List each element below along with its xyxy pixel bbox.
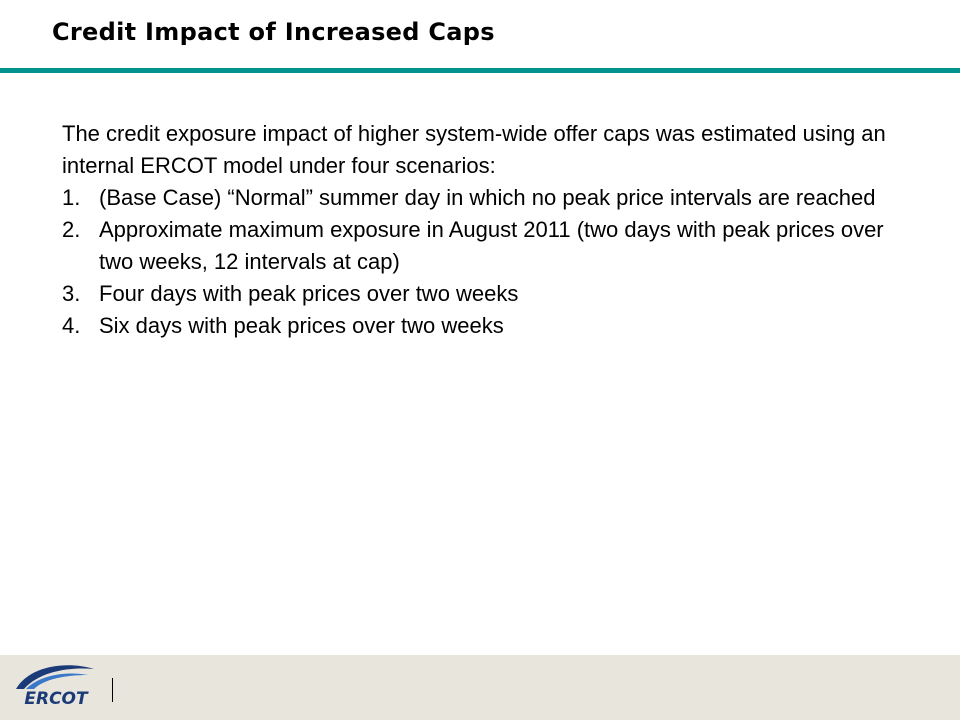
scenario-number: 3. (62, 281, 81, 306)
logo-text: ERCOT (24, 689, 89, 709)
intro-paragraph: The credit exposure impact of higher sys… (62, 121, 886, 178)
scenario-number: 4. (62, 313, 81, 338)
scenario-list: 1. (Base Case) “Normal” summer day in wh… (62, 182, 902, 342)
footer-divider (112, 678, 113, 702)
scenario-text: Approximate maximum exposure in August 2… (99, 217, 884, 274)
scenario-number: 2. (62, 217, 81, 242)
footer-bar: ERCOT (0, 655, 960, 720)
scenario-item-3: 3. Four days with peak prices over two w… (62, 278, 902, 310)
scenario-item-2: 2. Approximate maximum exposure in Augus… (62, 214, 902, 278)
scenario-text: (Base Case) “Normal” summer day in which… (99, 185, 876, 210)
logo-swoosh-inner (26, 673, 88, 689)
scenario-item-4: 4. Six days with peak prices over two we… (62, 310, 902, 342)
logo-swoosh-outer (16, 665, 94, 689)
scenario-number: 1. (62, 185, 81, 210)
ercot-logo: ERCOT (16, 665, 94, 709)
slide-title: Credit Impact of Increased Caps (52, 18, 495, 46)
title-divider (0, 68, 960, 73)
scenario-item-1: 1. (Base Case) “Normal” summer day in wh… (62, 182, 902, 214)
slide-body: The credit exposure impact of higher sys… (62, 118, 902, 342)
scenario-text: Four days with peak prices over two week… (99, 281, 519, 306)
scenario-text: Six days with peak prices over two weeks (99, 313, 504, 338)
